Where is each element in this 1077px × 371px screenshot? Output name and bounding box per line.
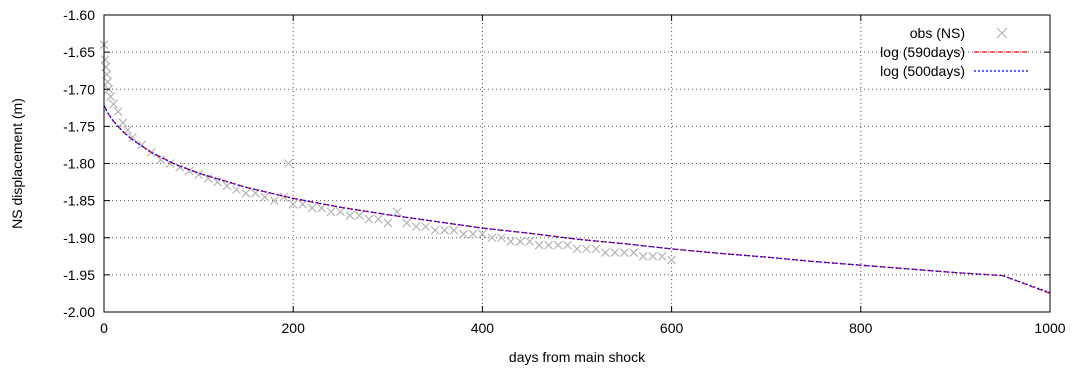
obs-point (260, 192, 270, 202)
y-tick-label: -2.00 (63, 304, 95, 320)
obs-point (563, 240, 572, 250)
obs-point (638, 251, 648, 261)
obs-point (506, 237, 516, 246)
obs-point (156, 155, 166, 165)
obs-point (345, 211, 355, 220)
y-tick-label: -1.75 (63, 118, 95, 134)
obs-point (487, 233, 497, 243)
obs-point (459, 229, 468, 239)
y-tick-label: -1.80 (63, 156, 95, 172)
y-axis-label: NS displacement (m) (9, 98, 25, 229)
obs-point (392, 207, 402, 217)
obs-point (383, 218, 393, 228)
y-tick-label: -1.90 (63, 230, 95, 246)
legend-label: log (500days) (880, 63, 965, 79)
obs-point (629, 248, 639, 258)
obs-point (298, 199, 308, 209)
obs-point (364, 214, 374, 224)
obs-point (326, 207, 336, 217)
obs-point (440, 225, 449, 235)
obs-point (109, 99, 118, 109)
obs-point (317, 203, 327, 213)
x-tick-label: 1000 (1034, 320, 1065, 336)
obs-point (118, 118, 128, 128)
obs-point (175, 162, 185, 172)
fit-lines (103, 105, 1051, 295)
obs-point (582, 244, 591, 254)
obs-point (307, 203, 317, 213)
obs-point (496, 233, 506, 243)
obs-point (354, 211, 364, 220)
legend: obs (NS) log (590days) log (500days) (880, 25, 1030, 79)
obs-point (336, 207, 345, 217)
y-tick-label: -1.60 (63, 7, 95, 23)
obs-point (534, 240, 544, 250)
y-tick-label: -1.95 (63, 267, 95, 283)
obs-point (284, 159, 293, 168)
y-tick-label: -1.85 (63, 193, 95, 209)
obs-point (430, 225, 440, 235)
x-axis-ticks: 0 200 400 600 800 1000 (100, 15, 1066, 336)
obs-point (279, 192, 289, 202)
x-tick-label: 400 (471, 320, 495, 336)
legend-marker (996, 27, 1008, 39)
x-tick-label: 800 (849, 320, 873, 336)
obs-point (269, 196, 279, 206)
obs-point (449, 225, 459, 235)
obs-point (373, 214, 383, 224)
x-axis-label: days from main shock (509, 349, 646, 365)
obs-point (657, 251, 667, 261)
x-tick-label: 600 (660, 320, 684, 336)
obs-point (103, 77, 113, 87)
y-axis-ticks: -1.60 -1.65 -1.70 -1.75 -1.80 -1.85 -1.90 -1.95… (63, 7, 1050, 320)
obs-point (515, 237, 525, 246)
obs-point (468, 229, 478, 239)
obs-point (100, 55, 110, 64)
x-tick-label: 200 (282, 320, 306, 336)
grid (104, 15, 1050, 312)
legend-label: log (590days) (880, 44, 965, 60)
series-line-log-500days- (103, 105, 1051, 294)
obs-point (127, 133, 137, 142)
obs-point (610, 248, 620, 258)
obs-point (106, 92, 116, 102)
obs-point (591, 244, 601, 254)
obs-point (232, 185, 241, 194)
obs-point (421, 222, 431, 232)
obs-point (648, 251, 658, 261)
obs-point (619, 248, 629, 258)
obs-point (477, 229, 487, 239)
y-tick-label: -1.65 (63, 44, 95, 60)
obs-point (101, 62, 111, 72)
x-tick-label: 0 (100, 320, 108, 336)
obs-point (553, 240, 563, 250)
obs-series (99, 40, 677, 265)
obs-point (288, 199, 298, 209)
obs-point (411, 222, 421, 232)
legend-label: obs (NS) (910, 25, 965, 41)
obs-point (667, 255, 677, 265)
obs-point (525, 237, 535, 246)
series-line-log-590days- (103, 105, 1051, 295)
obs-point (600, 248, 610, 258)
obs-point (203, 173, 213, 183)
obs-point (544, 240, 554, 250)
obs-point (572, 244, 582, 254)
y-tick-label: -1.70 (63, 81, 95, 97)
obs-point (222, 181, 232, 191)
obs-point (402, 218, 412, 228)
obs-point (113, 107, 123, 116)
obs-point (241, 188, 251, 198)
